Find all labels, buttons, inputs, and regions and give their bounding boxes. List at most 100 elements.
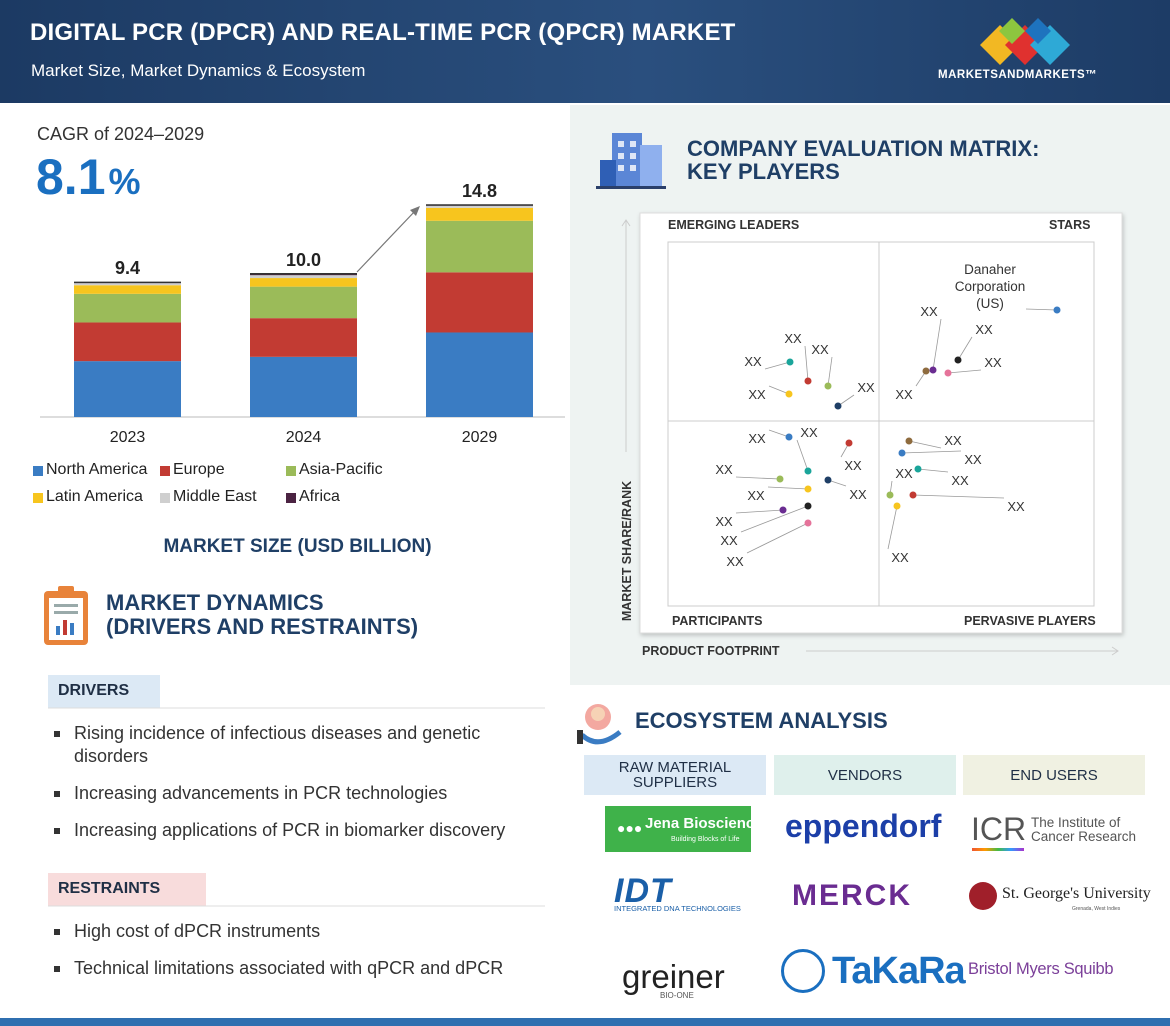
- leader-line: [932, 318, 942, 371]
- drivers-tab-bg: [48, 675, 160, 708]
- drivers-heading: DRIVERS: [58, 682, 130, 699]
- x-tick-label: 2023: [109, 429, 146, 446]
- company-label: XX: [964, 452, 982, 467]
- bar-segment: [250, 318, 357, 357]
- company-point: [954, 356, 962, 364]
- footer-band: [0, 1018, 1170, 1026]
- bullet-item: Increasing applications of PCR in biomar…: [52, 819, 542, 842]
- bullet: [54, 929, 60, 935]
- total-label: 10.0: [285, 249, 322, 270]
- bullet-text: Increasing advancements in PCR technolog…: [74, 783, 448, 803]
- column-head-bg: [774, 755, 956, 795]
- leader-line: [947, 369, 982, 374]
- company-label: XX: [715, 462, 733, 477]
- growth-arrow-head: [410, 206, 420, 216]
- total-label: 14.8: [461, 181, 498, 201]
- company-point: [922, 367, 930, 375]
- company-point: [893, 502, 901, 510]
- leader-line: [901, 450, 962, 454]
- bar-segment: [250, 278, 357, 287]
- logo-emblem: [969, 882, 997, 910]
- cagr-value: 8.1: [36, 149, 106, 205]
- logo-tagline: BIO-ONE: [660, 991, 694, 1000]
- dynamics-title: (DRIVERS AND RESTRAINTS): [106, 614, 419, 639]
- bullet: [54, 731, 60, 737]
- matrix-grid: [667, 241, 1095, 607]
- company-point: [804, 519, 812, 527]
- ecosystem-icon: [577, 704, 622, 745]
- brand-name: MARKETSANDMARKETS™: [938, 69, 1098, 81]
- leader-line: [740, 505, 809, 533]
- company-label: XX: [1007, 499, 1025, 514]
- leader-line: [735, 509, 784, 514]
- x-axis-label: PRODUCT FOOTPRINT: [642, 644, 780, 658]
- x-axis-arrow-head: [1111, 646, 1119, 656]
- leader-line: [796, 439, 809, 472]
- leader-line: [912, 494, 1005, 499]
- bar-segment: [250, 286, 357, 319]
- company-label: XX: [744, 354, 762, 369]
- company-point: [824, 382, 832, 390]
- logo-name: greiner: [622, 958, 725, 995]
- legend-swatch: [33, 493, 43, 503]
- cagr-label: CAGR of 2024–2029: [37, 124, 205, 144]
- matrix-frame: [639, 212, 1123, 634]
- bullet-text: Increasing applications of PCR in biomar…: [74, 820, 506, 840]
- company-label: XX: [784, 331, 802, 346]
- bar-segment: [426, 220, 533, 273]
- leader-line: [767, 486, 809, 490]
- leader-line: [887, 505, 898, 550]
- logo-stripe: [972, 848, 1024, 851]
- matrix-icon: [596, 133, 666, 189]
- legend-label: Asia-Pacific: [299, 461, 383, 478]
- leader-line: [908, 440, 942, 449]
- quadrant-label: STARS: [1049, 218, 1091, 232]
- legend-label: Middle East: [173, 488, 257, 505]
- growth-arrow: [356, 209, 417, 273]
- company-point: [929, 366, 937, 374]
- company-point: [804, 485, 812, 493]
- bullet-text: High cost of dPCR instruments: [74, 921, 321, 941]
- legend-swatch: [286, 493, 296, 503]
- leader-line: [746, 522, 809, 554]
- company-point: [909, 491, 917, 499]
- company-point: [776, 475, 784, 483]
- logo-emblem: [781, 949, 825, 993]
- leader-line: [764, 361, 791, 370]
- logo-name: ICR: [971, 811, 1027, 847]
- logo-name: St. George's University: [1002, 885, 1151, 902]
- quadrant-label: PERVASIVE PLAYERS: [964, 614, 1096, 628]
- company-label: XX: [800, 425, 818, 440]
- legend-swatch: [160, 466, 170, 476]
- column-heading: RAW MATERIAL SUPPLIERS: [618, 759, 732, 791]
- leader-line: [917, 468, 949, 473]
- column-heading: VENDORS: [827, 766, 903, 784]
- brand-mark: [980, 18, 1070, 65]
- bar-segment: [426, 272, 533, 333]
- logo-name: eppendorf: [785, 808, 942, 844]
- company-label: XX: [844, 458, 862, 473]
- company-point: [779, 506, 787, 514]
- bullet-item: Increasing advancements in PCR technolog…: [52, 782, 542, 805]
- company-point: [914, 465, 922, 473]
- y-axis-arrow-head: [621, 219, 631, 227]
- header-band: [0, 0, 1170, 103]
- company-label: XX: [748, 431, 766, 446]
- company-label: XX: [920, 304, 938, 319]
- logo: Jena Bioscience Building Blocks of Life …: [605, 806, 763, 852]
- bullet-text: Technical limitations associated with qP…: [74, 958, 504, 978]
- leader-line: [957, 336, 973, 361]
- legend-label: North America: [46, 461, 148, 478]
- matrix-title: KEY PLAYERS: [687, 159, 840, 184]
- company-point: [834, 402, 842, 410]
- bullet-item: Technical limitations associated with qP…: [52, 957, 542, 980]
- company-label: XX: [747, 488, 765, 503]
- quadrant-label: EMERGING LEADERS: [668, 218, 800, 232]
- legend-swatch: [286, 466, 296, 476]
- company-label: XX: [720, 533, 738, 548]
- ecosystem-title: ECOSYSTEM ANALYSIS: [635, 708, 888, 733]
- company-label: XX: [895, 387, 913, 402]
